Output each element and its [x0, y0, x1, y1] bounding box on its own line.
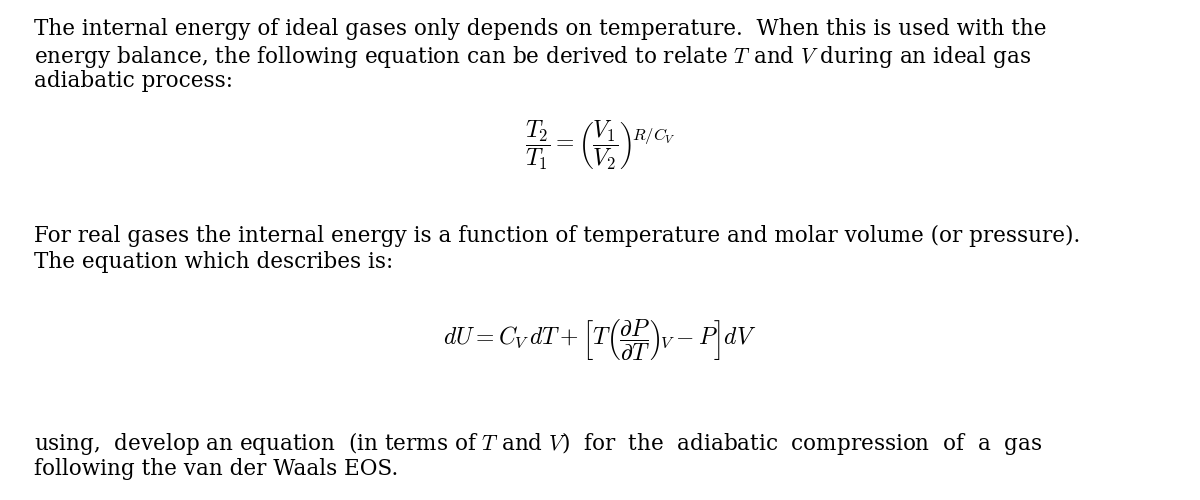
Text: adiabatic process:: adiabatic process: — [34, 70, 233, 92]
Text: using,  develop an equation  (in terms of $T$ and $V$)  for  the  adiabatic  com: using, develop an equation (in terms of … — [34, 430, 1042, 457]
Text: energy balance, the following equation can be derived to relate $T$ and $V$ duri: energy balance, the following equation c… — [34, 44, 1031, 70]
Text: following the van der Waals EOS.: following the van der Waals EOS. — [34, 458, 398, 480]
Text: For real gases the internal energy is a function of temperature and molar volume: For real gases the internal energy is a … — [34, 225, 1080, 247]
Text: The equation which describes is:: The equation which describes is: — [34, 251, 392, 273]
Text: $\dfrac{T_2}{T_1} = \left(\dfrac{V_1}{V_2}\right)^{\!R/C_V}$: $\dfrac{T_2}{T_1} = \left(\dfrac{V_1}{V_… — [524, 118, 676, 172]
Text: The internal energy of ideal gases only depends on temperature.  When this is us: The internal energy of ideal gases only … — [34, 18, 1046, 40]
Text: $dU = C_V\,dT + \left[T\left(\dfrac{\partial P}{\partial T}\right)_{\!V} - P\rig: $dU = C_V\,dT + \left[T\left(\dfrac{\par… — [443, 318, 757, 362]
